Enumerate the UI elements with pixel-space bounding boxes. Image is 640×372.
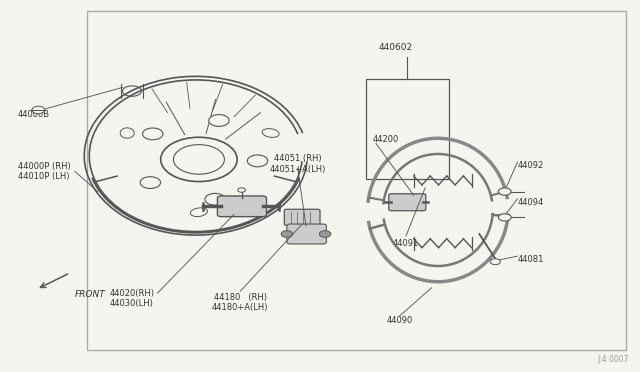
Text: 44090: 44090 — [387, 316, 413, 325]
Text: 44000P (RH)
44010P (LH): 44000P (RH) 44010P (LH) — [18, 161, 70, 181]
Text: 44200: 44200 — [373, 135, 399, 144]
Circle shape — [499, 214, 511, 221]
Text: 44081: 44081 — [518, 255, 544, 264]
Bar — [88, 11, 626, 350]
Circle shape — [205, 193, 225, 205]
Circle shape — [209, 115, 229, 126]
Circle shape — [32, 106, 45, 113]
Text: 44051 (RH)
44051+A(LH): 44051 (RH) 44051+A(LH) — [269, 154, 326, 174]
Bar — [366, 79, 449, 179]
Text: FRONT: FRONT — [75, 291, 106, 299]
Circle shape — [143, 128, 163, 140]
Circle shape — [161, 137, 237, 182]
Circle shape — [490, 259, 500, 264]
Text: 440602: 440602 — [378, 43, 412, 52]
Circle shape — [238, 188, 246, 192]
Text: 44092: 44092 — [518, 161, 544, 170]
Circle shape — [281, 231, 292, 237]
Text: 44094: 44094 — [518, 198, 544, 207]
Circle shape — [319, 231, 331, 237]
Circle shape — [499, 188, 511, 195]
FancyBboxPatch shape — [218, 196, 266, 217]
FancyBboxPatch shape — [287, 224, 326, 244]
Circle shape — [173, 145, 225, 174]
Circle shape — [247, 155, 268, 167]
Text: 44020(RH)
44030(LH): 44020(RH) 44030(LH) — [109, 289, 154, 308]
Circle shape — [140, 177, 161, 189]
Text: J:4 0007: J:4 0007 — [598, 355, 629, 364]
FancyBboxPatch shape — [389, 194, 426, 211]
Text: 44000B: 44000B — [18, 109, 50, 119]
Text: 44091: 44091 — [393, 239, 419, 248]
FancyBboxPatch shape — [284, 209, 320, 225]
Text: 44180   (RH)
44180+A(LH): 44180 (RH) 44180+A(LH) — [212, 293, 269, 312]
